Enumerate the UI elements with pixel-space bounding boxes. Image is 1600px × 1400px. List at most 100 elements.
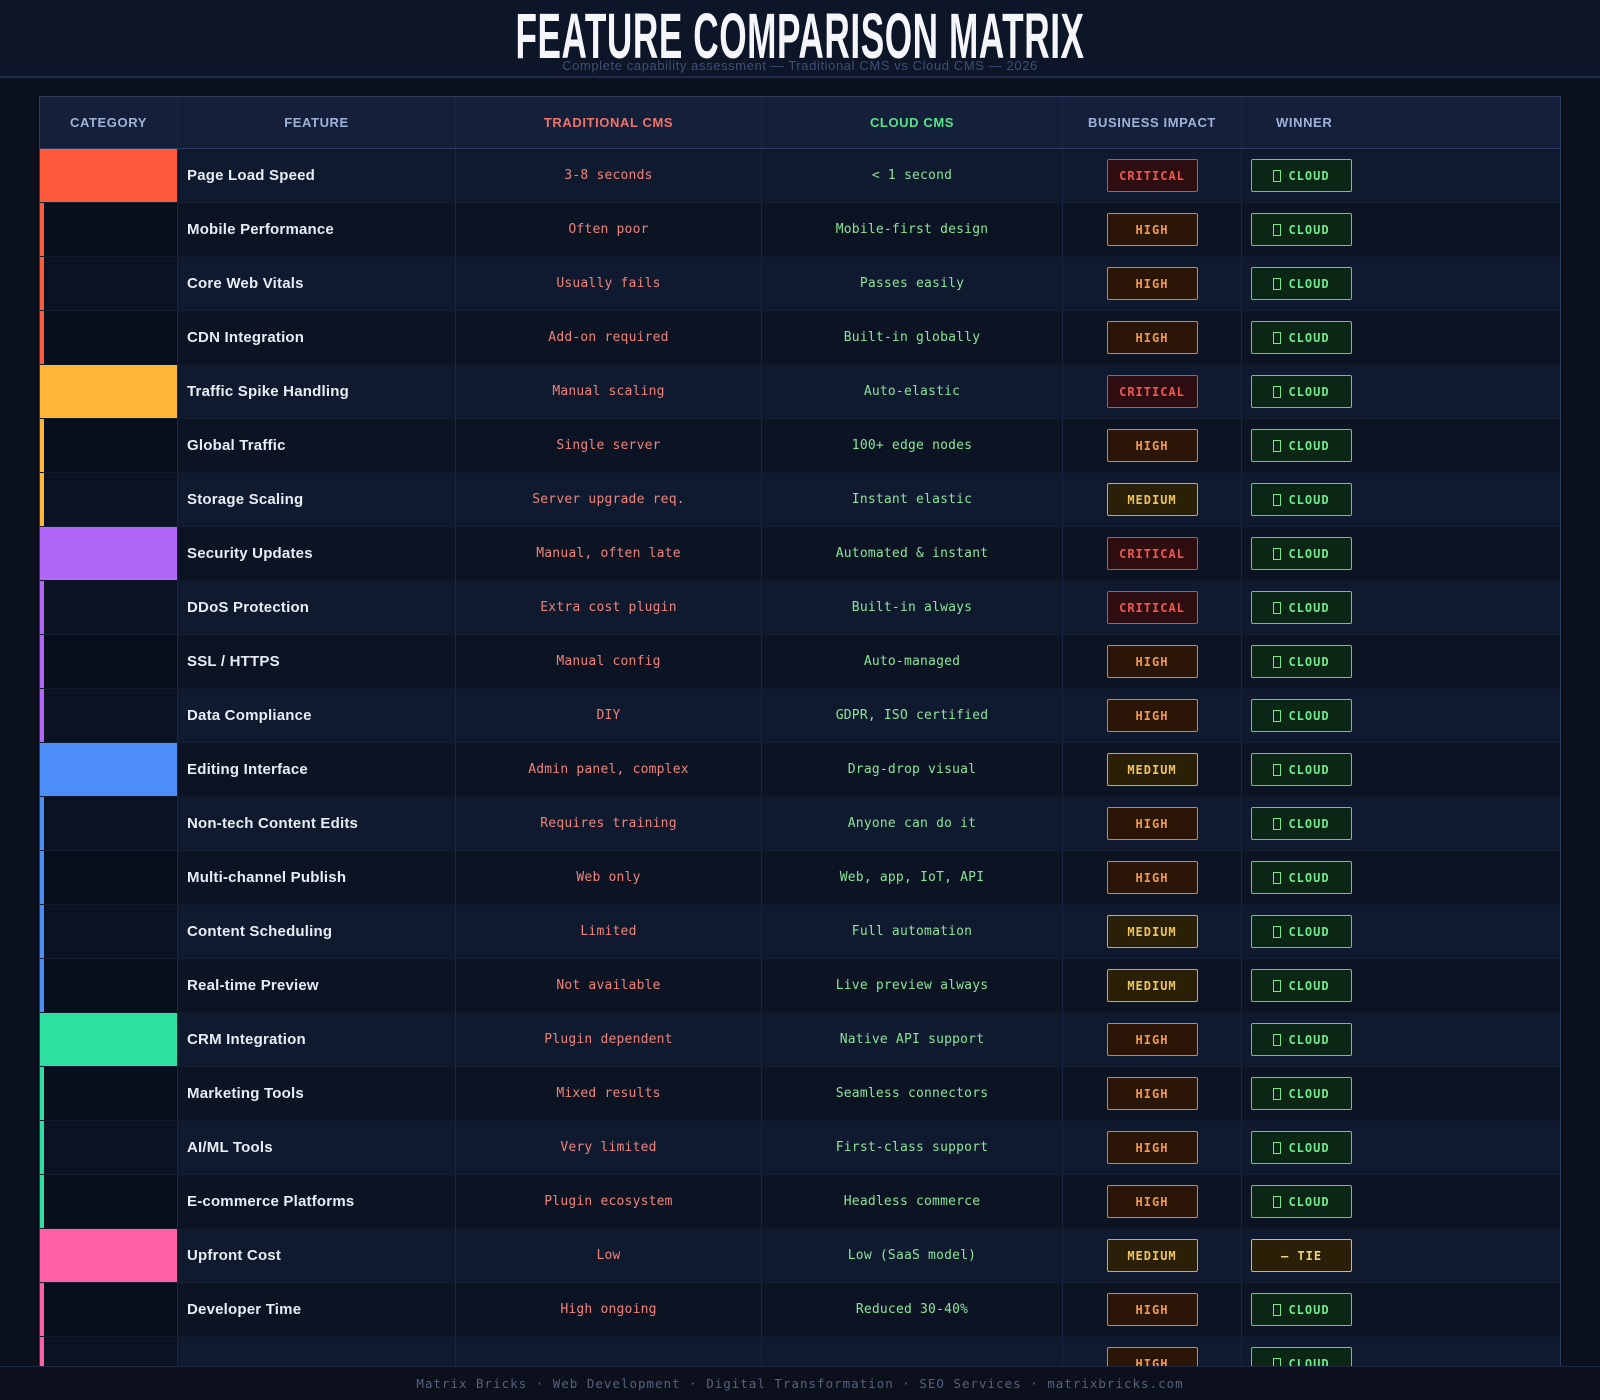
winner-badge: CLOUD [1251,1077,1352,1110]
feature-name [178,1337,456,1390]
feature-name: Editing Interface [178,743,456,796]
category-stripe [40,959,44,1012]
winner-label: CLOUD [1288,1086,1330,1101]
table-row: CDN Integration Add-on required Built-in… [40,311,1560,365]
table-row: Mobile Performance Often poor Mobile-fir… [40,203,1560,257]
feature-name: Security Updates [178,527,456,580]
cloud-cms-value: < 1 second [762,149,1063,202]
cloud-glyph-icon [1273,979,1282,992]
impact-badge: HIGH [1106,1023,1198,1056]
traditional-cms-value: High ongoing [456,1283,762,1336]
category-color-cell [40,959,178,1012]
winner-badge: CLOUD [1251,375,1352,408]
winner-badge: CLOUD [1251,1185,1352,1218]
winner-label: CLOUD [1288,384,1330,399]
winner-badge: CLOUD [1251,1023,1352,1056]
category-color-cell [40,635,178,688]
winner-label: CLOUD [1288,330,1330,345]
traditional-cms-value: Very limited [456,1121,762,1174]
comparison-table: CATEGORY FEATURE TRADITIONAL CMS CLOUD C… [39,96,1561,1392]
winner-badge: CLOUD [1251,591,1352,624]
table-row: Multi-channel Publish Web only Web, app,… [40,851,1560,905]
page-title: FEATURE COMPARISON MATRIX [515,0,1085,72]
category-color-cell [40,1067,178,1120]
table-row: Developer Time High ongoing Reduced 30-4… [40,1283,1560,1337]
cloud-cms-value: Native API support [762,1013,1063,1066]
cloud-cms-value: Built-in always [762,581,1063,634]
table-row: Security Updates Manual, often late Auto… [40,527,1560,581]
cloud-glyph-icon [1273,601,1282,614]
category-color-cell [40,1121,178,1174]
winner-badge: CLOUD [1251,699,1352,732]
winner-label: CLOUD [1288,708,1330,723]
feature-name: Data Compliance [178,689,456,742]
category-color-cell [40,1013,178,1066]
winner-label: CLOUD [1288,654,1330,669]
traditional-cms-value: Not available [456,959,762,1012]
category-stripe [40,905,44,958]
table-row: Non-tech Content Edits Requires training… [40,797,1560,851]
category-color-cell [40,1175,178,1228]
table-row: Traffic Spike Handling Manual scaling Au… [40,365,1560,419]
cloud-cms-value: Drag-drop visual [762,743,1063,796]
category-color-cell [40,581,178,634]
cloud-cms-value: Live preview always [762,959,1063,1012]
table-row: Global Traffic Single server 100+ edge n… [40,419,1560,473]
feature-name: Real-time Preview [178,959,456,1012]
table-row: Upfront Cost Low Low (SaaS model) MEDIUM… [40,1229,1560,1283]
footer-text: Matrix Bricks · Web Development · Digita… [416,1376,1184,1391]
category-stripe [40,311,44,364]
winner-badge: CLOUD [1251,1293,1352,1326]
impact-badge: HIGH [1106,645,1198,678]
impact-badge: MEDIUM [1106,483,1198,516]
winner-badge: CLOUD [1251,537,1352,570]
category-color-cell [40,419,178,472]
winner-label: CLOUD [1288,1032,1330,1047]
winner-badge: CLOUD [1251,969,1352,1002]
cloud-glyph-icon [1273,493,1282,506]
category-stripe [40,635,44,688]
table-row: Real-time Preview Not available Live pre… [40,959,1560,1013]
impact-badge: HIGH [1106,807,1198,840]
table-row: Editing Interface Admin panel, complex D… [40,743,1560,797]
impact-badge: MEDIUM [1106,753,1198,786]
cloud-glyph-icon [1273,763,1282,776]
impact-badge: HIGH [1106,213,1198,246]
cloud-cms-value: Passes easily [762,257,1063,310]
cloud-cms-value: Automated & instant [762,527,1063,580]
category-stripe [40,581,44,634]
table-row: AI/ML Tools Very limited First-class sup… [40,1121,1560,1175]
cloud-glyph-icon [1273,331,1282,344]
table-row: CRM Integration Plugin dependent Native … [40,1013,1560,1067]
winner-label: CLOUD [1288,438,1330,453]
table-body: Page Load Speed 3-8 seconds < 1 second C… [40,149,1560,1391]
impact-badge: HIGH [1106,1293,1198,1326]
winner-label: CLOUD [1288,762,1330,777]
traditional-cms-value: Usually fails [456,257,762,310]
column-header-winner: WINNER [1276,115,1333,130]
traditional-cms-value: DIY [456,689,762,742]
column-header-business-impact: BUSINESS IMPACT [1063,97,1242,148]
table-row: Storage Scaling Server upgrade req. Inst… [40,473,1560,527]
cloud-glyph-icon [1273,1033,1282,1046]
feature-name: Marketing Tools [178,1067,456,1120]
traditional-cms-value: Add-on required [456,311,762,364]
category-stripe [40,257,44,310]
feature-name: Multi-channel Publish [178,851,456,904]
cloud-cms-value: First-class support [762,1121,1063,1174]
cloud-cms-value: Low (SaaS model) [762,1229,1063,1282]
category-color-cell [40,905,178,958]
cloud-glyph-icon [1273,1087,1282,1100]
category-color-cell [40,257,178,310]
table-header-row: CATEGORY FEATURE TRADITIONAL CMS CLOUD C… [40,97,1560,149]
cloud-cms-value: GDPR, ISO certified [762,689,1063,742]
winner-label: CLOUD [1288,816,1330,831]
winner-label: CLOUD [1288,1302,1330,1317]
winner-label: CLOUD [1288,222,1330,237]
table-row: Core Web Vitals Usually fails Passes eas… [40,257,1560,311]
winner-badge: CLOUD [1251,267,1352,300]
winner-label: CLOUD [1288,546,1330,561]
column-header-traditional-cms: TRADITIONAL CMS [456,97,762,148]
cloud-glyph-icon [1273,709,1282,722]
category-stripe [40,851,44,904]
